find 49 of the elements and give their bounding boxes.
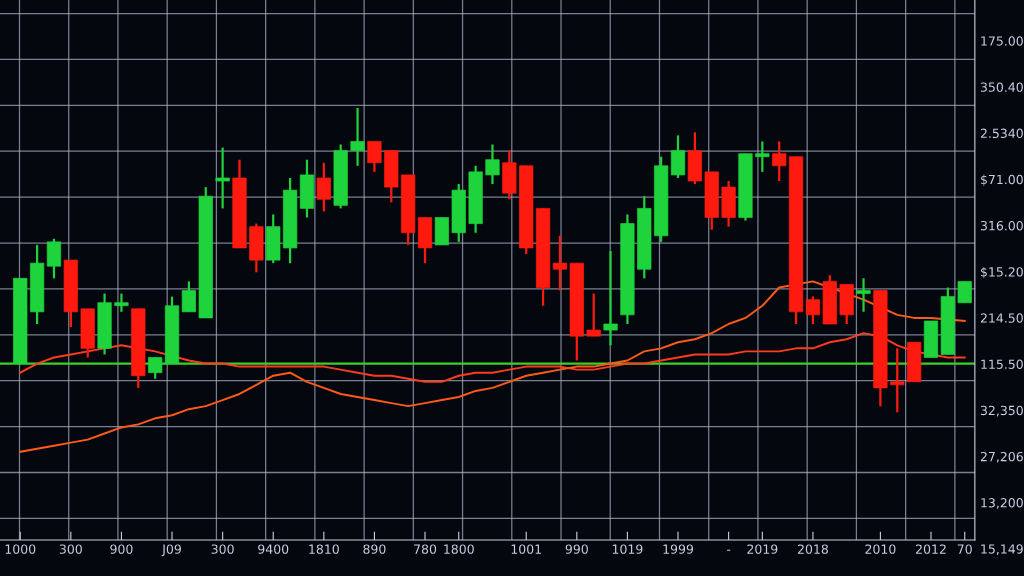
- text: 350.40: [980, 82, 1023, 92]
- x-tick-label: J09: [161, 544, 181, 557]
- candlestick: [856, 277, 871, 313]
- x-tick-label: 1810: [309, 544, 339, 554]
- x-tick-label: 1000: [5, 544, 36, 554]
- x-tick-label: 1019: [612, 544, 643, 554]
- text: 115.50: [981, 359, 1023, 369]
- candlestick: [148, 356, 163, 380]
- text: 32,350: [980, 405, 1023, 417]
- x-tick-label: 2019: [747, 544, 778, 554]
- text: 214.50: [980, 313, 1023, 323]
- text: 175.00: [981, 36, 1023, 46]
- x-tick-label: 780: [414, 544, 437, 554]
- text: $15.20: [981, 266, 1023, 279]
- x-tick-label: 1001: [511, 544, 541, 554]
- candlestick: [890, 347, 905, 414]
- x-tick-label: 1999: [663, 544, 694, 554]
- x-tick-label: 70: [957, 544, 972, 554]
- candlestick: [755, 140, 770, 173]
- candlestick: [603, 249, 618, 347]
- x-tick-label: 2010: [865, 544, 896, 554]
- candlestick: [114, 292, 129, 313]
- candlestick: [805, 295, 821, 326]
- text: 15,149: [981, 544, 1023, 555]
- candlestick: [181, 280, 196, 313]
- x-tick-label: 1800: [444, 544, 474, 554]
- x-tick-label: 890: [363, 544, 386, 554]
- candlestick: [552, 234, 568, 292]
- x-tick-label: 900: [110, 544, 133, 554]
- candlestick: [367, 140, 382, 173]
- candlestick: [586, 292, 601, 338]
- text: 13,200: [981, 498, 1023, 509]
- x-tick-label: 2012: [916, 544, 946, 554]
- x-tick-label: 2018: [797, 544, 828, 554]
- candlestick: [957, 280, 972, 304]
- candlestick: [772, 140, 787, 183]
- x-tick-label: 990: [565, 544, 588, 554]
- x-tick-label: -: [726, 549, 731, 551]
- candlestick: [485, 143, 500, 186]
- candlestick: [316, 161, 331, 213]
- candlestick: [215, 146, 230, 210]
- candlestick: [350, 106, 365, 167]
- text: 27,206: [980, 451, 1023, 463]
- text: 2.5340: [980, 128, 1023, 139]
- x-tick-label: 300: [211, 544, 234, 554]
- x-tick-label: 300: [59, 544, 82, 554]
- text: $71.00: [981, 174, 1023, 186]
- x-tick-label: 9400: [258, 544, 289, 554]
- text: 316.00: [980, 220, 1023, 231]
